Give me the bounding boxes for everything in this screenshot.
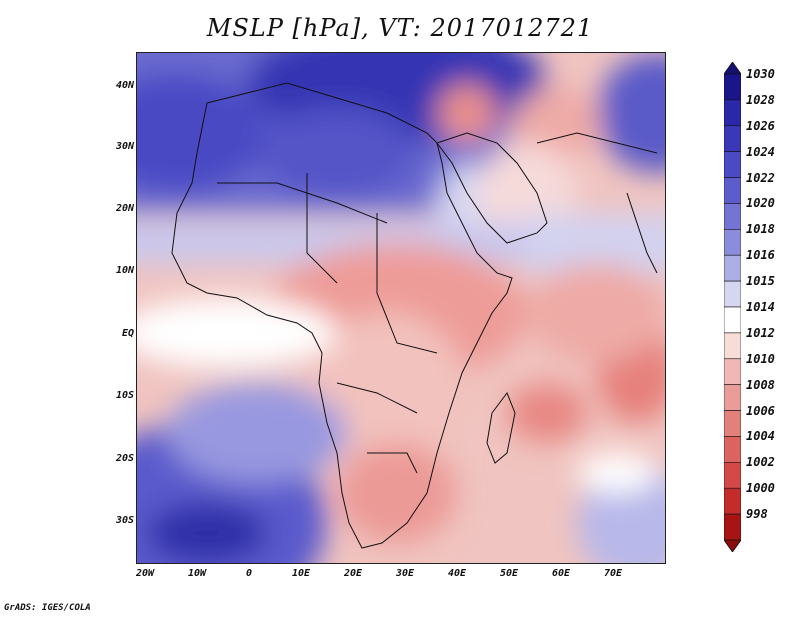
- colorbar-swatch: [724, 125, 741, 152]
- colorbar-swatch: [724, 436, 741, 463]
- colorbar-level-label: 1004: [746, 429, 775, 444]
- colorbar-level-label: 1030: [746, 67, 775, 81]
- y-tick-label: 30S: [115, 515, 134, 526]
- colorbar: [724, 62, 741, 552]
- x-tick-label: 10E: [291, 568, 311, 579]
- colorbar-swatch: [724, 306, 741, 334]
- colorbar-level-label: 1015: [746, 274, 775, 289]
- colorbar-level-label: 1006: [746, 403, 775, 418]
- y-tick-label: 30N: [115, 141, 134, 152]
- y-tick-label: 20S: [115, 453, 134, 464]
- y-tick-label: 40N: [115, 80, 134, 91]
- map-title: MSLP [hPa], VT: 2017012721: [206, 14, 594, 42]
- colorbar-min-arrow: [724, 539, 741, 552]
- x-tick-label: 70E: [603, 568, 623, 579]
- y-tick-label: EQ: [121, 328, 134, 339]
- colorbar-swatch: [724, 410, 741, 437]
- colorbar-swatch: [724, 229, 741, 256]
- x-tick-label: 20E: [343, 568, 363, 579]
- mslp-map: [136, 52, 666, 564]
- x-tick-label: 60E: [551, 568, 571, 579]
- colorbar-level-label: 998: [746, 507, 768, 522]
- colorbar-swatch: [724, 384, 741, 411]
- colorbar-level-label: 1018: [746, 222, 775, 237]
- colorbar-level-label: 1020: [746, 196, 775, 211]
- colorbar-level-label: 1026: [746, 118, 775, 133]
- colorbar-level-label: 1000: [746, 481, 775, 496]
- x-tick-label: 40E: [447, 568, 467, 579]
- colorbar-swatch: [724, 177, 741, 204]
- colorbar-max-arrow: [724, 62, 741, 75]
- colorbar-level-label: 1014: [746, 300, 775, 314]
- coastlines: [171, 82, 658, 549]
- colorbar-swatch: [724, 73, 741, 101]
- colorbar-swatch: [724, 332, 741, 360]
- x-tick-label: 50E: [499, 568, 519, 579]
- colorbar-level-label: 1010: [746, 351, 775, 366]
- colorbar-swatch: [724, 358, 741, 385]
- colorbar-level-label: 1024: [746, 144, 775, 159]
- colorbar-swatch: [724, 487, 741, 515]
- x-tick-label: 30E: [395, 568, 415, 579]
- colorbar-swatch: [724, 203, 741, 230]
- map-canvas: [137, 53, 665, 563]
- y-tick-label: 20N: [115, 203, 134, 214]
- colorbar-swatch: [724, 99, 741, 127]
- colorbar-level-label: 1008: [746, 377, 775, 392]
- x-tick-label: 20W: [135, 568, 155, 579]
- colorbar-swatch: [724, 151, 741, 178]
- y-tick-label: 10N: [115, 265, 134, 276]
- colorbar-swatch: [724, 280, 741, 308]
- colorbar-level-label: 1028: [746, 92, 775, 107]
- colorbar-swatch: [724, 254, 741, 282]
- pressure-field: [137, 53, 665, 563]
- colorbar-level-label: 1012: [746, 325, 775, 340]
- colorbar-level-label: 1016: [746, 248, 775, 263]
- x-tick-label: 0: [245, 568, 253, 579]
- colorbar-swatch: [724, 462, 741, 489]
- colorbar-level-label: 1002: [746, 455, 775, 470]
- colorbar-swatch: [724, 513, 741, 541]
- colorbar-level-label: 1022: [746, 170, 775, 185]
- credit-text: GrADS: IGES/COLA: [4, 603, 91, 613]
- x-tick-label: 10W: [187, 568, 207, 579]
- y-tick-label: 10S: [115, 390, 134, 401]
